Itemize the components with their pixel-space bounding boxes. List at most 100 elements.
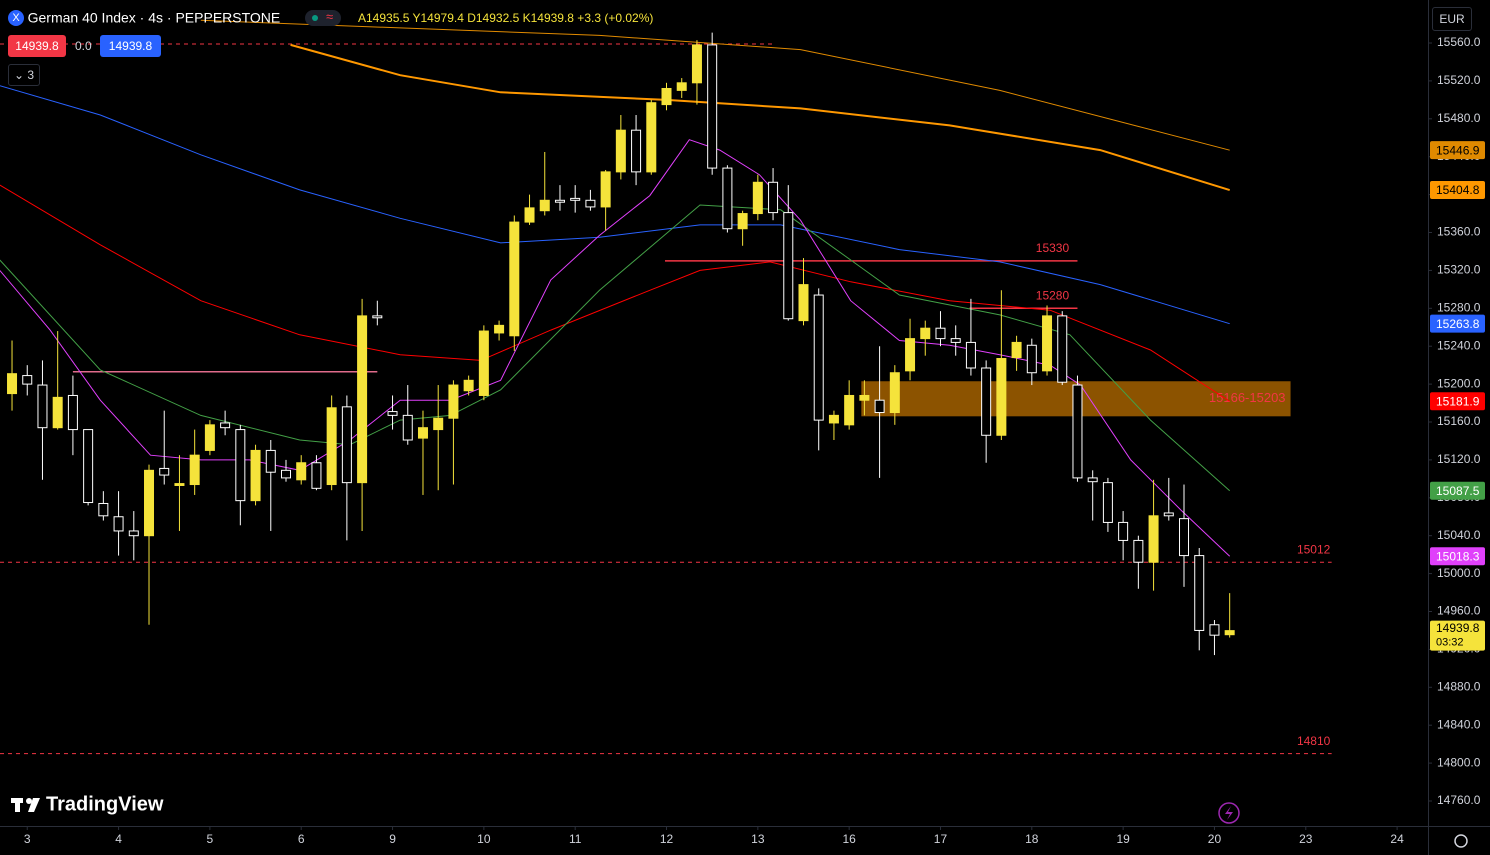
x-tick-label: 12 xyxy=(660,832,674,846)
y-tick-label: 15040.0 xyxy=(1437,528,1481,542)
candle-body xyxy=(311,462,322,489)
candle-body xyxy=(935,327,946,340)
candle-body xyxy=(1194,555,1205,631)
candle-body xyxy=(296,462,307,481)
candle-body xyxy=(1011,341,1022,359)
candle-body xyxy=(889,372,900,414)
ohlc-readout: A14935.5 Y14979.4 D14932.5 K14939.8 +3.3… xyxy=(358,11,654,25)
candle-body xyxy=(646,102,657,173)
y-tick-label: 15360.0 xyxy=(1437,225,1481,239)
countdown-text: 03:32 xyxy=(1436,637,1464,649)
candle-body xyxy=(783,212,794,320)
candle-body xyxy=(250,449,261,502)
x-tick-label: 16 xyxy=(842,832,856,846)
current-price-label xyxy=(1430,620,1485,651)
candle-body xyxy=(22,375,33,385)
candle-body xyxy=(433,417,444,431)
candle-body xyxy=(1042,315,1053,372)
moving-average xyxy=(0,184,1230,402)
candle-body xyxy=(1087,477,1098,483)
spread: 0.0 xyxy=(75,39,92,53)
line-price-text: 15263.8 xyxy=(1436,317,1480,331)
level-label: 14810 xyxy=(1297,734,1331,748)
alert-icon[interactable] xyxy=(1218,802,1240,824)
alert-bolt xyxy=(1225,806,1233,820)
current-price-text: 14939.8 xyxy=(1436,621,1480,635)
x-tick-label: 10 xyxy=(477,832,491,846)
data-delay-icon: ≈ xyxy=(326,9,334,24)
candle-body xyxy=(1057,315,1068,383)
x-tick-label: 17 xyxy=(934,832,948,846)
candle-body xyxy=(554,199,565,203)
brand-name: TradingView xyxy=(46,793,164,815)
candle-body xyxy=(844,394,855,426)
status-badge[interactable]: ≈ xyxy=(305,9,341,26)
candle-body xyxy=(1072,384,1083,479)
candle-body xyxy=(478,330,489,396)
candle-body xyxy=(859,394,870,401)
settings-icon[interactable] xyxy=(1454,834,1468,848)
y-tick-label: 15480.0 xyxy=(1437,111,1481,125)
line-price-text: 15181.9 xyxy=(1436,394,1480,408)
candle-body xyxy=(280,469,291,479)
line-price-label xyxy=(1430,547,1485,566)
zone-label: 15166-15203 xyxy=(1209,390,1286,405)
currency-button[interactable]: EUR xyxy=(1432,7,1472,31)
candle-body xyxy=(752,181,763,215)
candle-body xyxy=(220,422,231,429)
candle-body xyxy=(920,327,931,340)
x-tick-label: 13 xyxy=(751,832,765,846)
candle-body xyxy=(798,284,809,322)
candle-body xyxy=(159,467,170,476)
x-tick-label: 5 xyxy=(207,832,214,846)
candle-body xyxy=(570,197,581,201)
y-tick-label: 14800.0 xyxy=(1437,755,1481,769)
candle-body xyxy=(691,44,702,84)
candle-body xyxy=(494,324,505,334)
x-tick-label: 18 xyxy=(1025,832,1039,846)
candle-body xyxy=(37,384,48,429)
candle-body xyxy=(189,454,200,486)
x-tick-label: 9 xyxy=(389,832,396,846)
x-tick-label: 3 xyxy=(24,832,31,846)
x-tick-label: 19 xyxy=(1116,832,1130,846)
indicators-toggle[interactable]: ⌄ 3 xyxy=(8,64,40,86)
candle-body xyxy=(357,315,368,484)
line-price-label xyxy=(1430,181,1485,200)
candle-body xyxy=(813,294,824,421)
symbol-name: German 40 Index · 4s · PEPPERSTONE xyxy=(27,9,281,26)
y-tick-label: 15160.0 xyxy=(1437,414,1481,428)
symbol-header[interactable]: X German 40 Index · 4s · PEPPERSTONE xyxy=(8,9,280,26)
candle-body xyxy=(768,181,779,214)
candle-body xyxy=(372,315,383,319)
candle-body xyxy=(631,129,642,173)
candle-body xyxy=(67,394,78,431)
y-tick-label: 15520.0 xyxy=(1437,73,1481,87)
line-price-text: 15018.3 xyxy=(1436,549,1480,563)
candle-body xyxy=(1163,512,1174,517)
x-tick-label: 4 xyxy=(115,832,122,846)
x-tick-label: 24 xyxy=(1390,832,1404,846)
candle-body xyxy=(965,341,976,369)
candle-body xyxy=(722,167,733,230)
line-price-text: 15446.9 xyxy=(1436,143,1480,157)
candle-body xyxy=(600,171,611,208)
symbol-icon: X xyxy=(8,9,24,26)
moving-average xyxy=(0,85,1230,325)
candle-body xyxy=(417,427,428,439)
candle-body xyxy=(402,414,413,441)
x-tick-label: 20 xyxy=(1208,832,1222,846)
y-tick-label: 14880.0 xyxy=(1437,679,1481,693)
candle-body xyxy=(585,199,596,208)
sell-button[interactable]: 14939.8 xyxy=(8,35,66,57)
plot-area: 15166-15203 15330 15280 15012 14810 xyxy=(0,19,1332,755)
line-price-label xyxy=(1430,141,1485,160)
y-tick-label: 14960.0 xyxy=(1437,604,1481,618)
moving-average xyxy=(200,19,1230,151)
level-label: 15280 xyxy=(1036,288,1070,302)
candle-body xyxy=(1179,518,1190,557)
candle-body xyxy=(326,407,337,486)
buy-button[interactable]: 14939.8 xyxy=(100,35,161,57)
